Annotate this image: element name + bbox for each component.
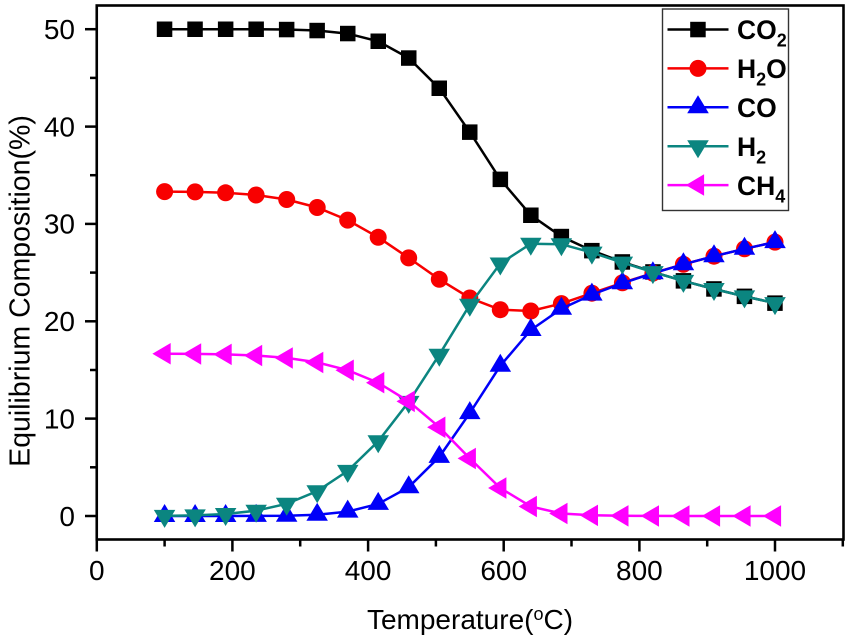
svg-text:0: 0	[89, 555, 105, 586]
svg-text:600: 600	[480, 555, 527, 586]
svg-text:CO: CO	[737, 93, 777, 123]
svg-text:H2O: H2O	[737, 54, 787, 90]
svg-text:800: 800	[616, 555, 663, 586]
svg-text:400: 400	[345, 555, 392, 586]
svg-text:H2: H2	[737, 132, 766, 168]
svg-text:20: 20	[44, 306, 75, 337]
svg-text:30: 30	[44, 209, 75, 240]
svg-text:40: 40	[44, 111, 75, 142]
svg-text:1000: 1000	[744, 555, 806, 586]
svg-text:50: 50	[44, 14, 75, 45]
svg-text:Temperature(oC): Temperature(oC)	[367, 604, 573, 635]
svg-text:CH4: CH4	[737, 171, 785, 207]
svg-text:CO2: CO2	[737, 15, 787, 51]
svg-text:0: 0	[59, 501, 75, 532]
svg-text:200: 200	[209, 555, 256, 586]
svg-text:Equilibrium Composition(%): Equilibrium Composition(%)	[5, 115, 37, 467]
svg-text:10: 10	[44, 403, 75, 434]
